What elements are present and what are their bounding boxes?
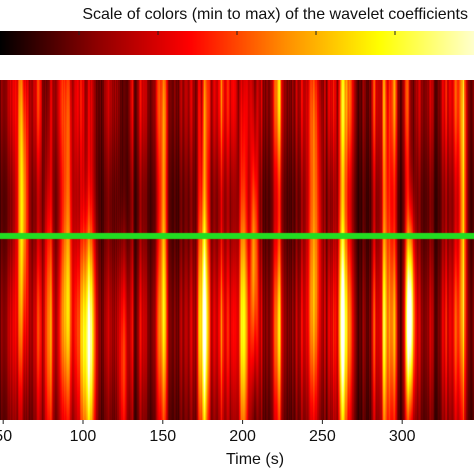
- x-tick-label: 50: [0, 428, 12, 445]
- wavelet-scalogram-heatmap: [0, 80, 474, 420]
- x-tick-label: 200: [229, 428, 256, 445]
- x-tick-label: 300: [389, 428, 416, 445]
- colorbar: [0, 31, 474, 55]
- x-axis-label: Time (s): [226, 451, 284, 468]
- colorbar-title: Scale of colors (min to max) of the wave…: [82, 6, 468, 23]
- x-axis: 50 100 150 200 250 300 Time (s): [0, 420, 416, 468]
- x-tick-label: 100: [70, 428, 97, 445]
- x-tick-label: 150: [149, 428, 176, 445]
- x-tick-label: 250: [309, 428, 336, 445]
